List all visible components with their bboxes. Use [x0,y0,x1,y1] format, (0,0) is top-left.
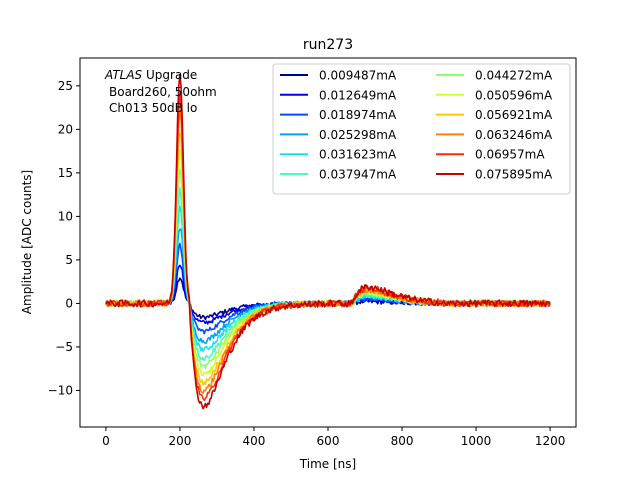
y-axis: −10 −5 0 5 10 15 20 25 [48,79,80,397]
legend-entry-label: 0.025298mA [319,128,397,142]
annotation-line-3: Ch013 50dB lo [109,101,197,115]
annotation-line-2: Board260, 50ohm [109,85,217,99]
x-tick-label: 1000 [461,434,492,448]
series-layer [105,73,551,410]
legend: 0.009487mA 0.012649mA 0.018974mA 0.025298mA… [272,63,571,195]
x-tick-label: 800 [391,434,414,448]
annotation-upgrade: Upgrade [142,68,197,82]
legend-entry-label: 0.018974mA [319,108,397,122]
y-tick-label: 5 [65,253,73,267]
annotation-atlas: ATLAS [104,68,143,82]
legend-entry-label: 0.056921mA [475,108,553,122]
x-tick-label: 600 [317,434,340,448]
x-axis-label: Time [ns] [299,457,356,471]
legend-entry-label: 0.044272mA [475,69,553,83]
y-tick-label: 25 [58,79,73,93]
y-tick-label: 0 [65,296,73,310]
annotation: ATLAS Upgrade Board260, 50ohm Ch013 50dB… [104,68,217,115]
y-axis-label: Amplitude [ADC counts] [20,170,34,314]
annotation-line-1: ATLAS Upgrade [104,68,197,82]
legend-entry-label: 0.012649mA [319,88,397,102]
chart-title: run273 [303,37,353,53]
x-tick-label: 200 [168,434,191,448]
legend-entry-label: 0.075895mA [475,168,553,182]
legend-entry-label: 0.050596mA [475,88,553,102]
legend-frame [272,63,571,195]
legend-entry-label: 0.009487mA [319,69,397,83]
legend-entry-label: 0.037947mA [319,168,397,182]
legend-entry-label: 0.031623mA [319,148,397,162]
legend-entry-label: 0.06957mA [475,148,545,162]
y-tick-label: −10 [48,383,73,397]
x-tick-label: 1200 [535,434,566,448]
x-tick-label: 400 [243,434,266,448]
y-tick-label: 20 [58,122,73,136]
x-axis: 0 200 400 600 800 1000 1200 [102,427,565,448]
y-tick-label: 10 [58,209,73,223]
y-tick-label: 15 [58,166,73,180]
series-line [105,73,551,410]
x-tick-label: 0 [102,434,110,448]
legend-entry-label: 0.063246mA [475,128,553,142]
y-tick-label: −5 [55,340,73,354]
